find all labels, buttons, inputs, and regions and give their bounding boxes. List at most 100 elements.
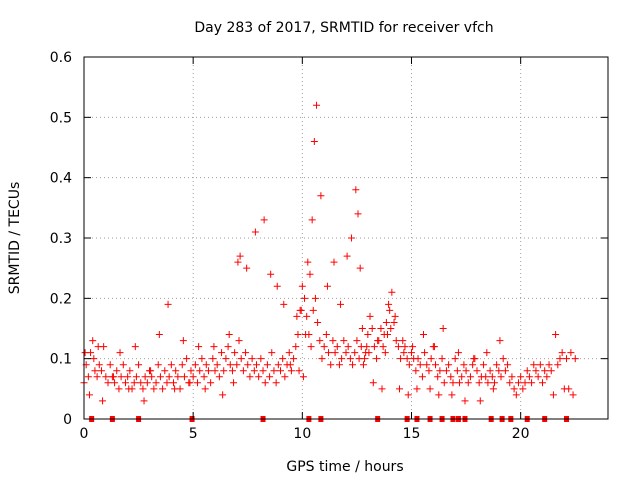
data-point: [461, 397, 469, 405]
data-point: [132, 373, 140, 381]
data-point: [436, 367, 444, 375]
data-point: [385, 300, 393, 308]
data-point: [263, 361, 271, 369]
x-tick-label: 15: [403, 426, 421, 442]
data-point: [512, 391, 520, 399]
data-point: [496, 337, 504, 345]
data-point: [439, 325, 447, 332]
data-point: [255, 373, 263, 381]
data-point: [260, 216, 268, 224]
data-point: [495, 367, 503, 375]
data-point: [187, 367, 195, 375]
data-point: [297, 306, 305, 314]
data-point: [285, 349, 293, 357]
data-point: [510, 385, 518, 393]
data-point: [147, 367, 155, 375]
data-point: [218, 349, 226, 357]
data-point: [501, 367, 509, 375]
data-point: [243, 264, 251, 272]
data-point: [423, 361, 431, 369]
data-point: [363, 343, 371, 351]
y-tick-label: 0.6: [50, 50, 72, 66]
data-point: [514, 379, 522, 387]
data-point: [267, 270, 275, 278]
data-point: [435, 391, 443, 399]
data-point: [386, 306, 394, 314]
data-point: [224, 343, 232, 351]
x-tick-label: 5: [189, 426, 198, 442]
data-point: [490, 379, 498, 387]
data-point: [244, 361, 252, 369]
data-point: [231, 349, 239, 357]
data-point: [530, 361, 538, 369]
data-point: [95, 361, 103, 369]
data-point: [369, 379, 377, 387]
data-point: [308, 216, 316, 224]
data-point: [476, 397, 484, 405]
data-point: [131, 343, 139, 351]
data-point: [370, 343, 378, 351]
data-point: [532, 367, 540, 375]
data-point: [233, 361, 241, 369]
data-point: [290, 355, 298, 363]
data-point: [140, 397, 148, 405]
data-point: [164, 300, 172, 308]
data-point: [499, 355, 507, 363]
data-point: [427, 355, 435, 363]
data-point: [571, 355, 579, 363]
data-point: [170, 379, 178, 387]
data-point: [242, 349, 250, 357]
y-tick-label: 0.1: [50, 352, 72, 368]
data-point: [346, 355, 354, 363]
y-axis-ticks: 0 0.1 0.2 0.3 0.4 0.5 0.6: [50, 50, 608, 428]
data-point: [163, 379, 171, 387]
data-point: [121, 379, 129, 387]
data-point: [174, 373, 182, 381]
data-point: [442, 367, 450, 375]
data-point: [340, 337, 348, 345]
data-point: [547, 367, 555, 375]
data-point: [141, 373, 149, 381]
data-point: [257, 355, 265, 363]
data-point: [380, 331, 388, 339]
y-tick-label: 0.4: [50, 171, 72, 187]
data-point: [331, 349, 339, 357]
data-point: [416, 361, 424, 369]
data-point: [159, 385, 167, 393]
data-point: [135, 361, 143, 369]
data-point: [194, 379, 202, 387]
data-point: [356, 264, 364, 272]
data-point: [404, 391, 412, 399]
data-point: [171, 385, 179, 393]
data-point: [347, 234, 355, 242]
data-point: [280, 300, 288, 308]
data-point: [156, 373, 164, 381]
data-point: [172, 367, 180, 375]
data-point: [111, 379, 119, 387]
data-point: [234, 258, 242, 266]
data-point: [316, 337, 324, 345]
data-point: [119, 361, 127, 369]
data-point: [558, 349, 566, 357]
data-point: [286, 361, 294, 369]
y-tick-label: 0.2: [50, 291, 72, 307]
data-point: [525, 373, 533, 381]
data-point: [148, 373, 156, 381]
data-point: [178, 361, 186, 369]
data-point: [317, 192, 325, 200]
data-point: [534, 373, 542, 381]
data-point: [440, 379, 448, 387]
data-point: [414, 355, 422, 363]
data-point: [504, 361, 512, 369]
data-point: [161, 367, 169, 375]
data-point: [387, 325, 395, 332]
data-point: [391, 312, 399, 320]
data-point: [302, 331, 310, 339]
data-point: [320, 343, 328, 351]
data-point: [408, 349, 415, 357]
data-point: [464, 379, 472, 387]
data-point: [230, 379, 238, 387]
x-tick-label: 0: [80, 426, 89, 442]
data-point: [226, 361, 234, 369]
data-point: [287, 367, 295, 375]
